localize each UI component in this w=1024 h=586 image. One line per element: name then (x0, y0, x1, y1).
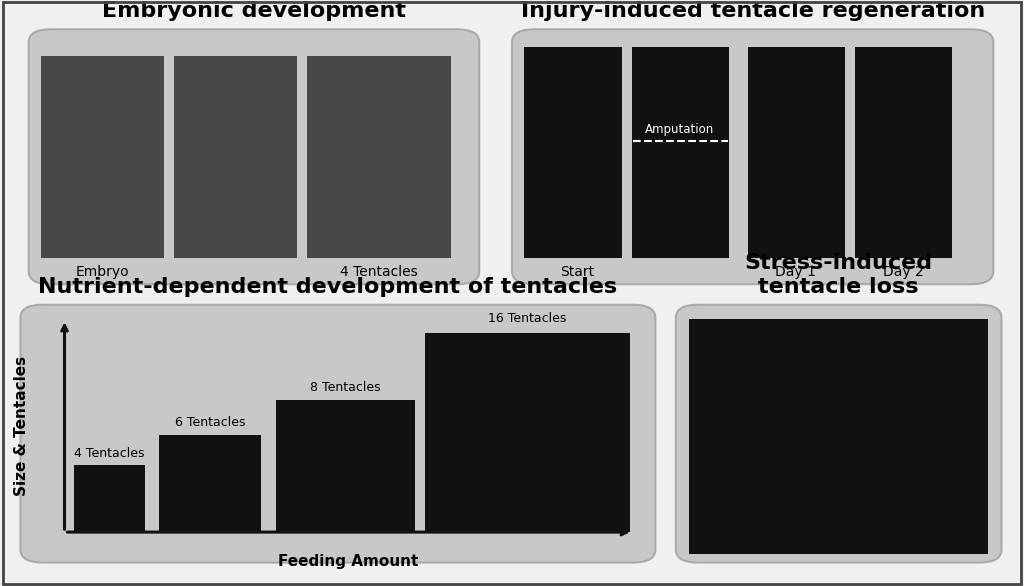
Text: Embryo: Embryo (76, 265, 129, 279)
Text: 8 Tentacles: 8 Tentacles (310, 381, 380, 394)
Text: 4 Tentacles: 4 Tentacles (340, 265, 418, 279)
Bar (425, 333, 630, 532)
Text: Size & Tentacles: Size & Tentacles (14, 356, 29, 496)
Bar (174, 56, 297, 258)
Bar (74, 465, 145, 532)
Bar (41, 56, 164, 258)
Text: 6 Tentacles: 6 Tentacles (175, 416, 245, 429)
Bar (855, 47, 952, 258)
Bar (524, 47, 622, 258)
Text: Embryonic development: Embryonic development (102, 1, 406, 21)
Bar (276, 400, 415, 532)
Bar (689, 319, 988, 554)
Text: Day 1: Day 1 (775, 265, 816, 279)
FancyBboxPatch shape (512, 29, 993, 284)
Bar (307, 56, 451, 258)
Text: Stress-induced
tentacle loss: Stress-induced tentacle loss (744, 253, 933, 297)
Text: Injury-induced tentacle regeneration: Injury-induced tentacle regeneration (520, 1, 985, 21)
Text: 4 Tentacles: 4 Tentacles (75, 447, 144, 460)
Bar (159, 435, 261, 532)
Text: Amputation: Amputation (645, 123, 715, 136)
Text: Day 2: Day 2 (883, 265, 924, 279)
FancyBboxPatch shape (676, 305, 1001, 563)
FancyBboxPatch shape (29, 29, 479, 284)
Text: Feeding Amount: Feeding Amount (279, 554, 419, 570)
Text: Start: Start (560, 265, 595, 279)
Text: 16 Tentacles: 16 Tentacles (488, 312, 566, 325)
Bar (632, 47, 729, 258)
FancyBboxPatch shape (20, 305, 655, 563)
Text: Nutrient-dependent development of tentacles: Nutrient-dependent development of tentac… (38, 277, 617, 297)
Bar (748, 47, 845, 258)
